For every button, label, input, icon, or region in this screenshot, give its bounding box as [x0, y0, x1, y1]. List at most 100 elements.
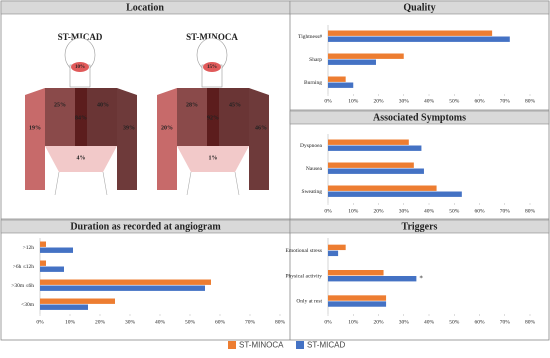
bar — [328, 270, 384, 276]
x-tick-label: 80% — [525, 208, 536, 214]
bar — [40, 285, 205, 291]
panel-header — [289, 219, 550, 234]
x-tick-label: 50% — [449, 208, 460, 214]
x-tick-label: 80% — [275, 319, 286, 325]
x-tick-label: 10% — [348, 319, 359, 325]
bar — [40, 279, 211, 285]
region-label: 15% — [207, 65, 217, 70]
bar — [328, 276, 417, 282]
neck-region — [71, 62, 89, 72]
bar — [40, 241, 46, 247]
region-label: 10% — [75, 65, 85, 70]
x-tick-label: 40% — [155, 319, 166, 325]
y-tick-label: Burning — [304, 80, 322, 86]
bar — [328, 185, 437, 191]
bar — [40, 298, 115, 304]
bar — [328, 250, 339, 257]
right-arm — [117, 88, 137, 190]
x-tick-label: 80% — [525, 319, 536, 325]
x-tick-label: 40% — [424, 98, 435, 104]
region-label: 25% — [54, 102, 66, 108]
panel-title: Triggers — [402, 221, 438, 232]
x-tick-label: 70% — [245, 319, 256, 325]
region-label: 20% — [161, 125, 173, 131]
right-shoulder — [219, 88, 249, 146]
bar — [328, 76, 346, 82]
panel-title: Associated Symptoms — [373, 112, 466, 123]
x-tick-label: 20% — [373, 319, 384, 325]
y-tick-label: >12h — [23, 245, 35, 251]
bar — [328, 53, 404, 59]
bar — [328, 139, 409, 145]
bar — [328, 59, 376, 65]
x-tick-label: 10% — [348, 208, 359, 214]
x-tick-label: 0% — [36, 319, 44, 325]
annotation: * — [419, 275, 423, 283]
body-outline — [186, 171, 240, 196]
x-tick-label: 20% — [373, 98, 384, 104]
x-tick-label: 50% — [449, 319, 460, 325]
x-tick-label: 0% — [324, 98, 332, 104]
bar — [40, 260, 46, 266]
bar — [328, 301, 387, 307]
region-label: 19% — [29, 125, 41, 131]
y-tick-label: Tightness# — [298, 34, 322, 40]
region-label: 28% — [186, 102, 198, 108]
x-tick-label: 20% — [95, 319, 106, 325]
y-tick-label: <30m — [21, 302, 35, 308]
bar — [328, 168, 424, 174]
bar — [328, 295, 387, 301]
panel-header — [289, 0, 550, 15]
bar — [40, 247, 73, 253]
bar — [328, 191, 462, 197]
x-tick-label: 60% — [215, 319, 226, 325]
body-outline — [54, 171, 108, 196]
right-arm — [249, 88, 269, 190]
x-tick-label: 40% — [424, 208, 435, 214]
bar — [328, 36, 510, 42]
x-tick-label: 30% — [125, 319, 136, 325]
x-tick-label: 60% — [474, 319, 485, 325]
legend-label: ST-MICAD — [307, 341, 345, 350]
center — [75, 88, 87, 146]
x-tick-label: 10% — [348, 98, 359, 104]
y-tick-label: Dyspnoea — [300, 143, 323, 149]
abdomen — [177, 146, 249, 172]
y-tick-label: Physical activity — [285, 273, 322, 279]
center — [207, 88, 219, 146]
panel-header — [289, 110, 550, 125]
x-tick-label: 30% — [399, 98, 410, 104]
legend-swatch — [296, 341, 304, 349]
y-tick-label: >6h ≤12h — [13, 264, 34, 270]
figure-label: ST-MINOCA — [186, 32, 238, 42]
panel-title: Location — [126, 2, 164, 13]
y-tick-label: Sharp — [309, 57, 322, 63]
x-tick-label: 70% — [500, 98, 511, 104]
x-tick-label: 30% — [399, 208, 410, 214]
x-tick-label: 30% — [399, 319, 410, 325]
legend-label: ST-MINOCA — [239, 341, 284, 350]
region-label: 46% — [255, 125, 267, 131]
bar — [328, 30, 493, 36]
region-label: 40% — [97, 102, 109, 108]
right-shoulder — [87, 88, 117, 146]
figure-label: ST-MICAD — [58, 32, 103, 42]
y-tick-label: Nausea — [306, 166, 323, 172]
x-tick-label: 20% — [373, 208, 384, 214]
y-tick-label: Emotional stress — [285, 248, 322, 254]
bar — [40, 266, 64, 272]
x-tick-label: 80% — [525, 98, 536, 104]
region-label: 84% — [75, 115, 87, 121]
legend-swatch — [228, 341, 236, 349]
y-tick-label: Sweating — [302, 189, 323, 195]
y-tick-label: >30m ≤6h — [11, 283, 34, 289]
bar — [328, 82, 354, 88]
bar — [328, 244, 346, 251]
region-label: 1% — [209, 155, 218, 161]
panel-title: Quality — [403, 2, 435, 13]
x-tick-label: 60% — [474, 98, 485, 104]
x-tick-label: 70% — [500, 208, 511, 214]
bar — [328, 162, 414, 168]
bar — [40, 304, 88, 310]
left-shoulder — [45, 88, 75, 146]
